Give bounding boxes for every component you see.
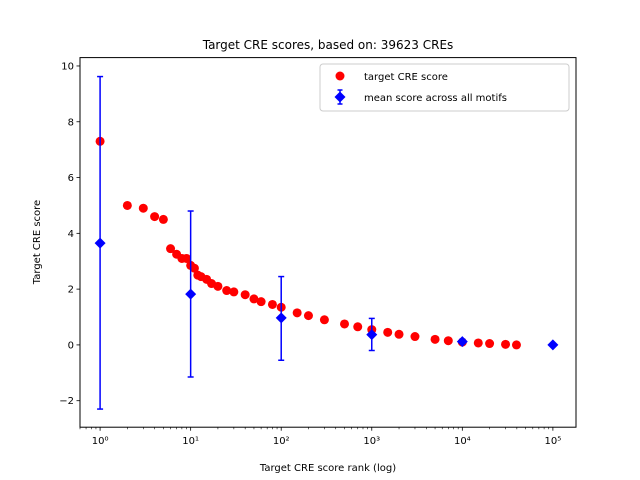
y-tick-label: 10 [61, 61, 74, 72]
mean-score-point [547, 339, 559, 351]
legend-label-mean-score: mean score across all motifs [364, 93, 507, 104]
y-axis: −2 0 2 4 6 8 10 [59, 61, 80, 407]
mean-score-point [185, 288, 197, 300]
target-cre-score-point [383, 327, 393, 337]
x-tick-label: 10⁵ [545, 436, 562, 447]
legend: target CRE score mean score across all m… [319, 63, 570, 112]
x-tick-label: 10⁴ [454, 436, 471, 447]
legend-label-target-cre-score: target CRE score [364, 72, 448, 83]
x-tick-label: 10³ [363, 436, 380, 447]
y-axis-label: Target CRE score [32, 200, 43, 285]
target-cre-score-point [189, 263, 199, 273]
x-tick-label: 10¹ [182, 436, 199, 447]
target-cre-score-point [222, 286, 232, 296]
target-cre-score-point [473, 338, 483, 348]
target-cre-score-point [229, 287, 239, 297]
x-tick-label: 10² [273, 436, 290, 447]
target-cre-score-point [122, 200, 132, 210]
y-tick-label: −2 [59, 396, 74, 407]
target-cre-score-point [443, 336, 453, 346]
target-cre-score-point [353, 322, 363, 332]
target-cre-score-point [249, 294, 259, 304]
y-tick-label: 4 [68, 229, 74, 240]
legend-marker-mean-score [334, 91, 346, 103]
target-cre-score-point [394, 329, 404, 339]
target-cre-score-point [240, 290, 250, 300]
target-cre-score-point [340, 319, 350, 329]
target-cre-score-point [182, 253, 192, 263]
target-cre-score-point [501, 339, 511, 349]
y-tick-label: 2 [68, 285, 74, 296]
target-cre-score-point [138, 203, 148, 213]
target-cre-score-point [319, 315, 329, 325]
target-cre-score-point [213, 281, 223, 291]
target-cre-score-point [511, 340, 521, 350]
target-cre-score-point [485, 339, 495, 349]
target-cre-score-point [267, 299, 277, 309]
mean-score-point [94, 237, 106, 249]
legend-box [319, 63, 570, 112]
y-tick-label: 0 [68, 340, 74, 351]
legend-marker-target-cre-score [335, 71, 345, 81]
y-tick-label: 6 [68, 173, 74, 184]
axes-frame [79, 57, 577, 428]
target-cre-score-point [150, 212, 160, 222]
plot-area [94, 75, 559, 410]
x-axis-label: Target CRE score rank (log) [259, 463, 396, 474]
mean-score-point [456, 336, 468, 348]
y-tick-label: 8 [68, 117, 74, 128]
x-tick-label: 10⁰ [92, 436, 109, 447]
target-cre-score-point [410, 332, 420, 342]
chart-title: Target CRE scores, based on: 39623 CREs [202, 38, 454, 52]
mean-score-point [366, 329, 378, 341]
x-axis: 10⁰ 10¹ 10² 10³ 10⁴ 10⁵ [79, 427, 562, 447]
target-cre-score-point [158, 214, 168, 224]
target-cre-score-point [303, 311, 313, 321]
target-cre-score-point [256, 297, 266, 307]
target-cre-score-point [430, 334, 440, 344]
mean-score-point [275, 312, 287, 324]
target-cre-score-point [292, 308, 302, 318]
target-cre-score-point [166, 244, 176, 254]
